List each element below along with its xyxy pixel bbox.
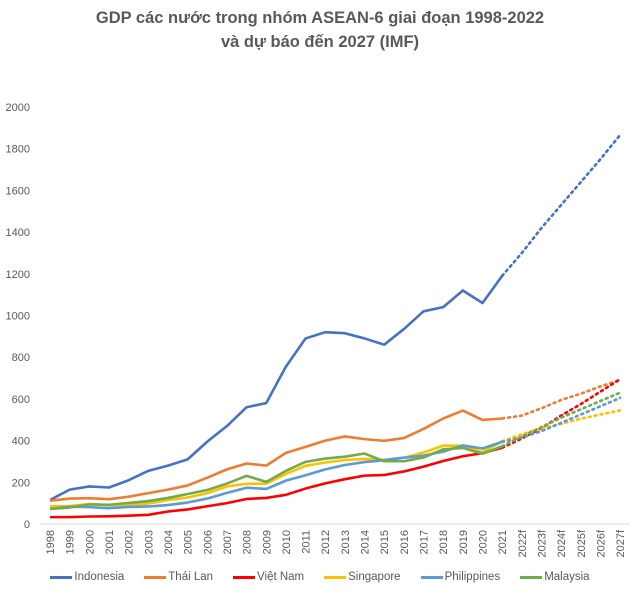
x-tick-label: 2002 [124, 530, 136, 554]
y-tick-label: 1800 [6, 144, 30, 156]
y-tick-label: 200 [12, 477, 30, 489]
legend-label: Indonesia [74, 571, 125, 583]
x-tick-label: 2004 [163, 530, 175, 554]
legend-swatch [144, 575, 167, 579]
x-tick-label: 2013 [340, 530, 352, 554]
legend-label: Philippines [444, 571, 501, 583]
x-tick-label: 2000 [84, 530, 96, 554]
x-tick-label: 2011 [301, 530, 313, 554]
x-tick-label: 2010 [281, 530, 293, 554]
chart-title-line2: và dự báo đến 2027 (IMF) [220, 33, 420, 51]
x-tick-label: 1999 [65, 530, 77, 554]
legend-label: Singapore [348, 571, 401, 583]
legend-label: Việt Nam [257, 571, 305, 583]
x-tick-label: 2008 [242, 530, 254, 554]
x-tick-label: 2001 [104, 530, 116, 554]
x-tick-label: 2012 [320, 530, 332, 554]
series-line-5 [49, 445, 503, 511]
series-forecast-line-1 [500, 378, 622, 420]
y-tick-label: 800 [12, 352, 30, 364]
x-tick-label: 2019 [458, 530, 470, 554]
x-tick-label: 2007 [222, 530, 234, 554]
x-tick-label: 2014 [360, 530, 372, 554]
legend-item: Indonesia [50, 571, 124, 583]
legend: Indonesia Thái Lan Việt Nam Singapore Philip… [0, 571, 640, 583]
series-line-2 [50, 446, 503, 519]
x-tick-label: 2018 [438, 530, 450, 554]
y-tick-label: 2000 [6, 102, 30, 114]
series-forecast-line-0 [500, 133, 622, 278]
x-tick-label: 2021 [497, 530, 509, 554]
legend-item: Singapore [324, 571, 401, 583]
series-forecast-line-4 [500, 396, 622, 444]
y-tick-label: 1000 [6, 311, 30, 323]
x-tick-label: 2023f [537, 529, 549, 557]
legend-swatch [324, 575, 347, 579]
chart-title-line1: GDP các nước trong nhóm ASEAN-6 giai đoạ… [95, 9, 545, 27]
legend-label: Thái Lan [168, 571, 214, 583]
x-tick-label: 2027f [615, 529, 627, 557]
x-tick-label: 2015 [379, 530, 391, 554]
x-tick-label: 2025f [576, 529, 588, 557]
y-tick-label: 400 [12, 436, 30, 448]
x-tick-label: 2020 [478, 530, 490, 554]
legend-item: Việt Nam [233, 571, 304, 583]
series-forecast-line-2 [500, 377, 622, 449]
x-tick-label: 2005 [183, 530, 195, 554]
legend-item: Philippines [420, 571, 501, 583]
series-forecast-line-5 [500, 391, 622, 448]
chart-title: GDP các nước trong nhóm ASEAN-6 giai đoạ… [0, 6, 640, 54]
series-line-1 [49, 409, 503, 502]
legend-swatch [50, 575, 73, 579]
legend-item: Thái Lan [144, 571, 213, 583]
x-tick-label: 2024f [556, 529, 568, 557]
y-tick-label: 1600 [6, 185, 30, 197]
y-tick-label: 600 [12, 394, 30, 406]
series-line-3 [49, 440, 503, 508]
legend-swatch [520, 575, 543, 579]
x-tick-label: 2016 [399, 530, 411, 554]
x-tick-label: 2003 [143, 530, 155, 554]
series-line-0 [49, 275, 504, 502]
legend-label: Malaysia [544, 571, 590, 583]
y-tick-label: 1400 [6, 227, 30, 239]
legend-swatch [233, 575, 256, 579]
legend-swatch [420, 575, 443, 579]
y-tick-label: 0 [24, 519, 30, 531]
x-tick-label: 2026f [595, 529, 607, 557]
x-tick-label: 2006 [202, 530, 214, 554]
x-tick-label: 1998 [45, 530, 57, 554]
x-tick-label: 2022f [517, 529, 529, 557]
y-tick-label: 1200 [6, 269, 30, 281]
x-tick-label: 2017 [419, 530, 431, 554]
x-tick-label: 2009 [261, 530, 273, 554]
legend-item: Malaysia [520, 571, 590, 583]
